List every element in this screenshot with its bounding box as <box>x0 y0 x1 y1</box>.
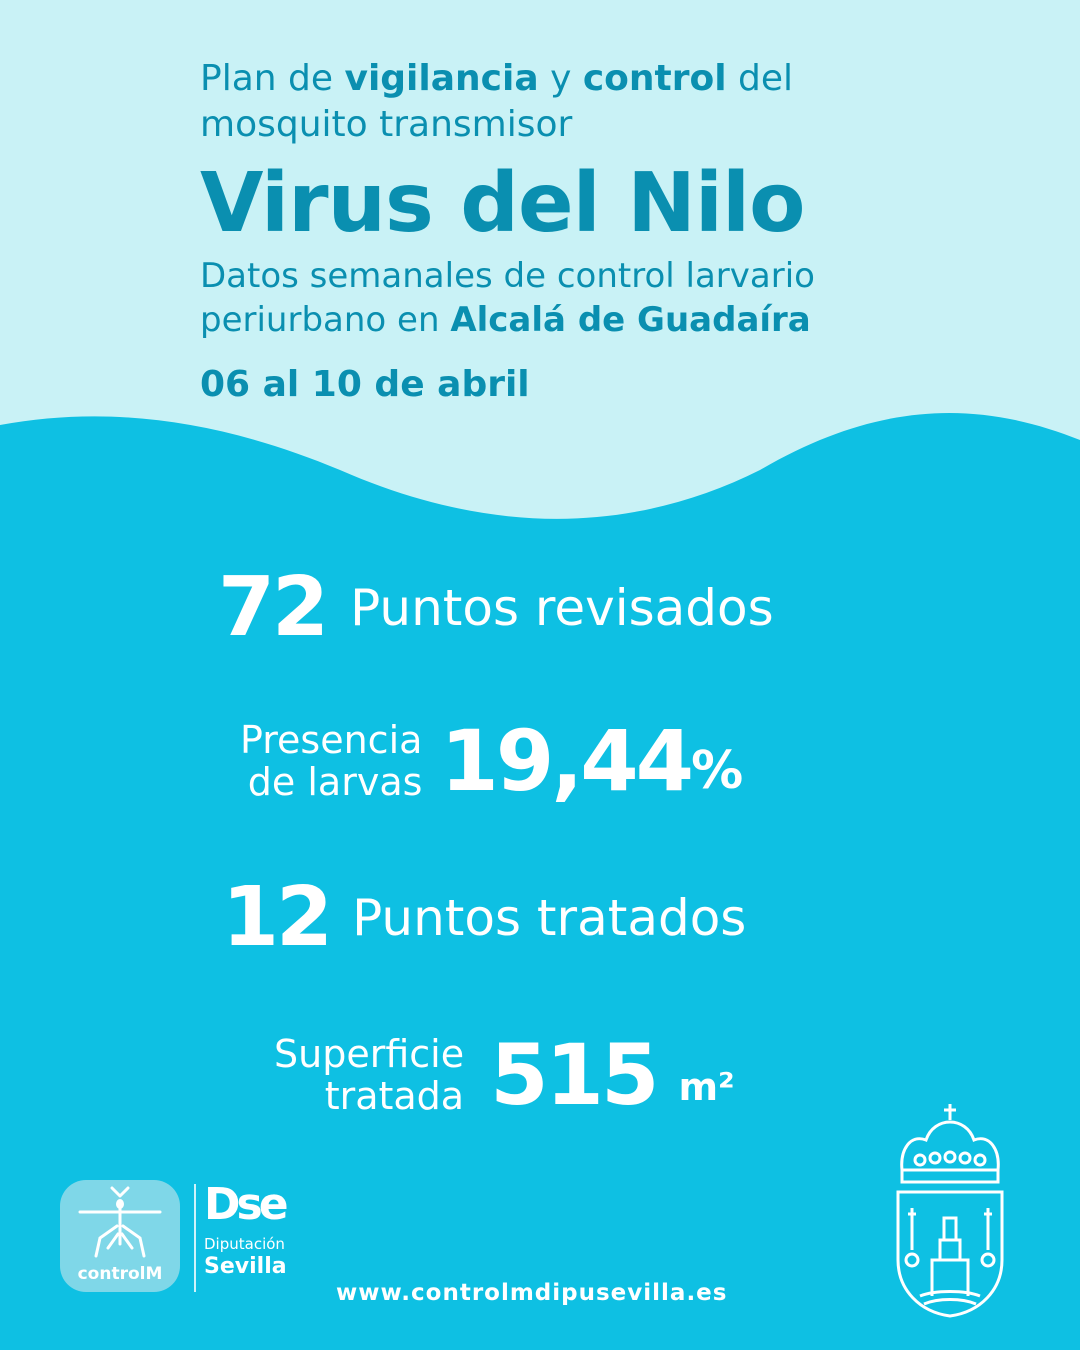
surface-label-1: Superficie <box>274 1032 465 1076</box>
diputacion-line-1: Diputación <box>204 1235 285 1253</box>
stat-points-reviewed: 72 Puntos revisados <box>218 560 774 655</box>
presence-label-1: Presencia <box>240 718 423 762</box>
presence-unit: % <box>691 741 744 801</box>
points-reviewed-value: 72 <box>218 560 329 655</box>
mosquito-icon <box>78 1186 162 1258</box>
stat-larvae-presence: Presencia de larvas 19,44 % <box>240 712 743 810</box>
plan-line-1: Plan de vigilancia y control del <box>200 56 1060 102</box>
desc-location: Alcalá de Guadaíra <box>450 300 811 340</box>
surface-value: 515 <box>490 1026 659 1124</box>
controlm-logo-text: controlM <box>77 1264 163 1284</box>
date-range: 06 al 10 de abril <box>200 364 530 405</box>
diputacion-logo: Dse Diputación Sevilla <box>204 1180 314 1300</box>
diputacion-mark: Dse <box>204 1179 289 1230</box>
website-link[interactable]: www.controlmdipusevilla.es <box>336 1280 728 1306</box>
stat-surface-treated: Superficie tratada 515 m² <box>274 1026 735 1124</box>
plan-bold-vigilancia: vigilancia <box>344 58 539 99</box>
controlm-logo: controlM <box>60 1180 180 1292</box>
plan-text: Plan de <box>200 58 345 99</box>
desc-line-2: periurbano en Alcalá de Guadaíra <box>200 298 1060 342</box>
presence-label-2: de larvas <box>247 760 423 804</box>
plan-bold-control: control <box>582 58 727 99</box>
desc-text: periurbano en <box>200 300 451 340</box>
surface-label: Superficie tratada <box>274 1033 464 1117</box>
plan-text-y: y <box>538 58 583 99</box>
presence-value: 19,44 <box>440 712 694 810</box>
presence-label: Presencia de larvas <box>240 719 422 803</box>
plan-line-2: mosquito transmisor <box>200 104 573 145</box>
desc-line-1: Datos semanales de control larvario <box>200 256 815 296</box>
points-reviewed-label: Puntos revisados <box>350 578 774 637</box>
surface-unit: m² <box>678 1065 735 1109</box>
logo-divider <box>194 1184 196 1292</box>
surface-label-2: tratada <box>324 1074 465 1118</box>
header: Plan de vigilancia y control del mosquit… <box>200 56 1060 405</box>
coat-of-arms-icon <box>896 1104 1004 1318</box>
points-treated-value: 12 <box>222 870 333 965</box>
points-treated-label: Puntos tratados <box>352 888 747 947</box>
stat-points-treated: 12 Puntos tratados <box>222 870 746 965</box>
page-title: Virus del Nilo <box>200 156 805 251</box>
top-wave-background <box>0 0 1080 519</box>
diputacion-line-2: Sevilla <box>204 1254 287 1279</box>
plan-text-del: del <box>726 58 794 99</box>
